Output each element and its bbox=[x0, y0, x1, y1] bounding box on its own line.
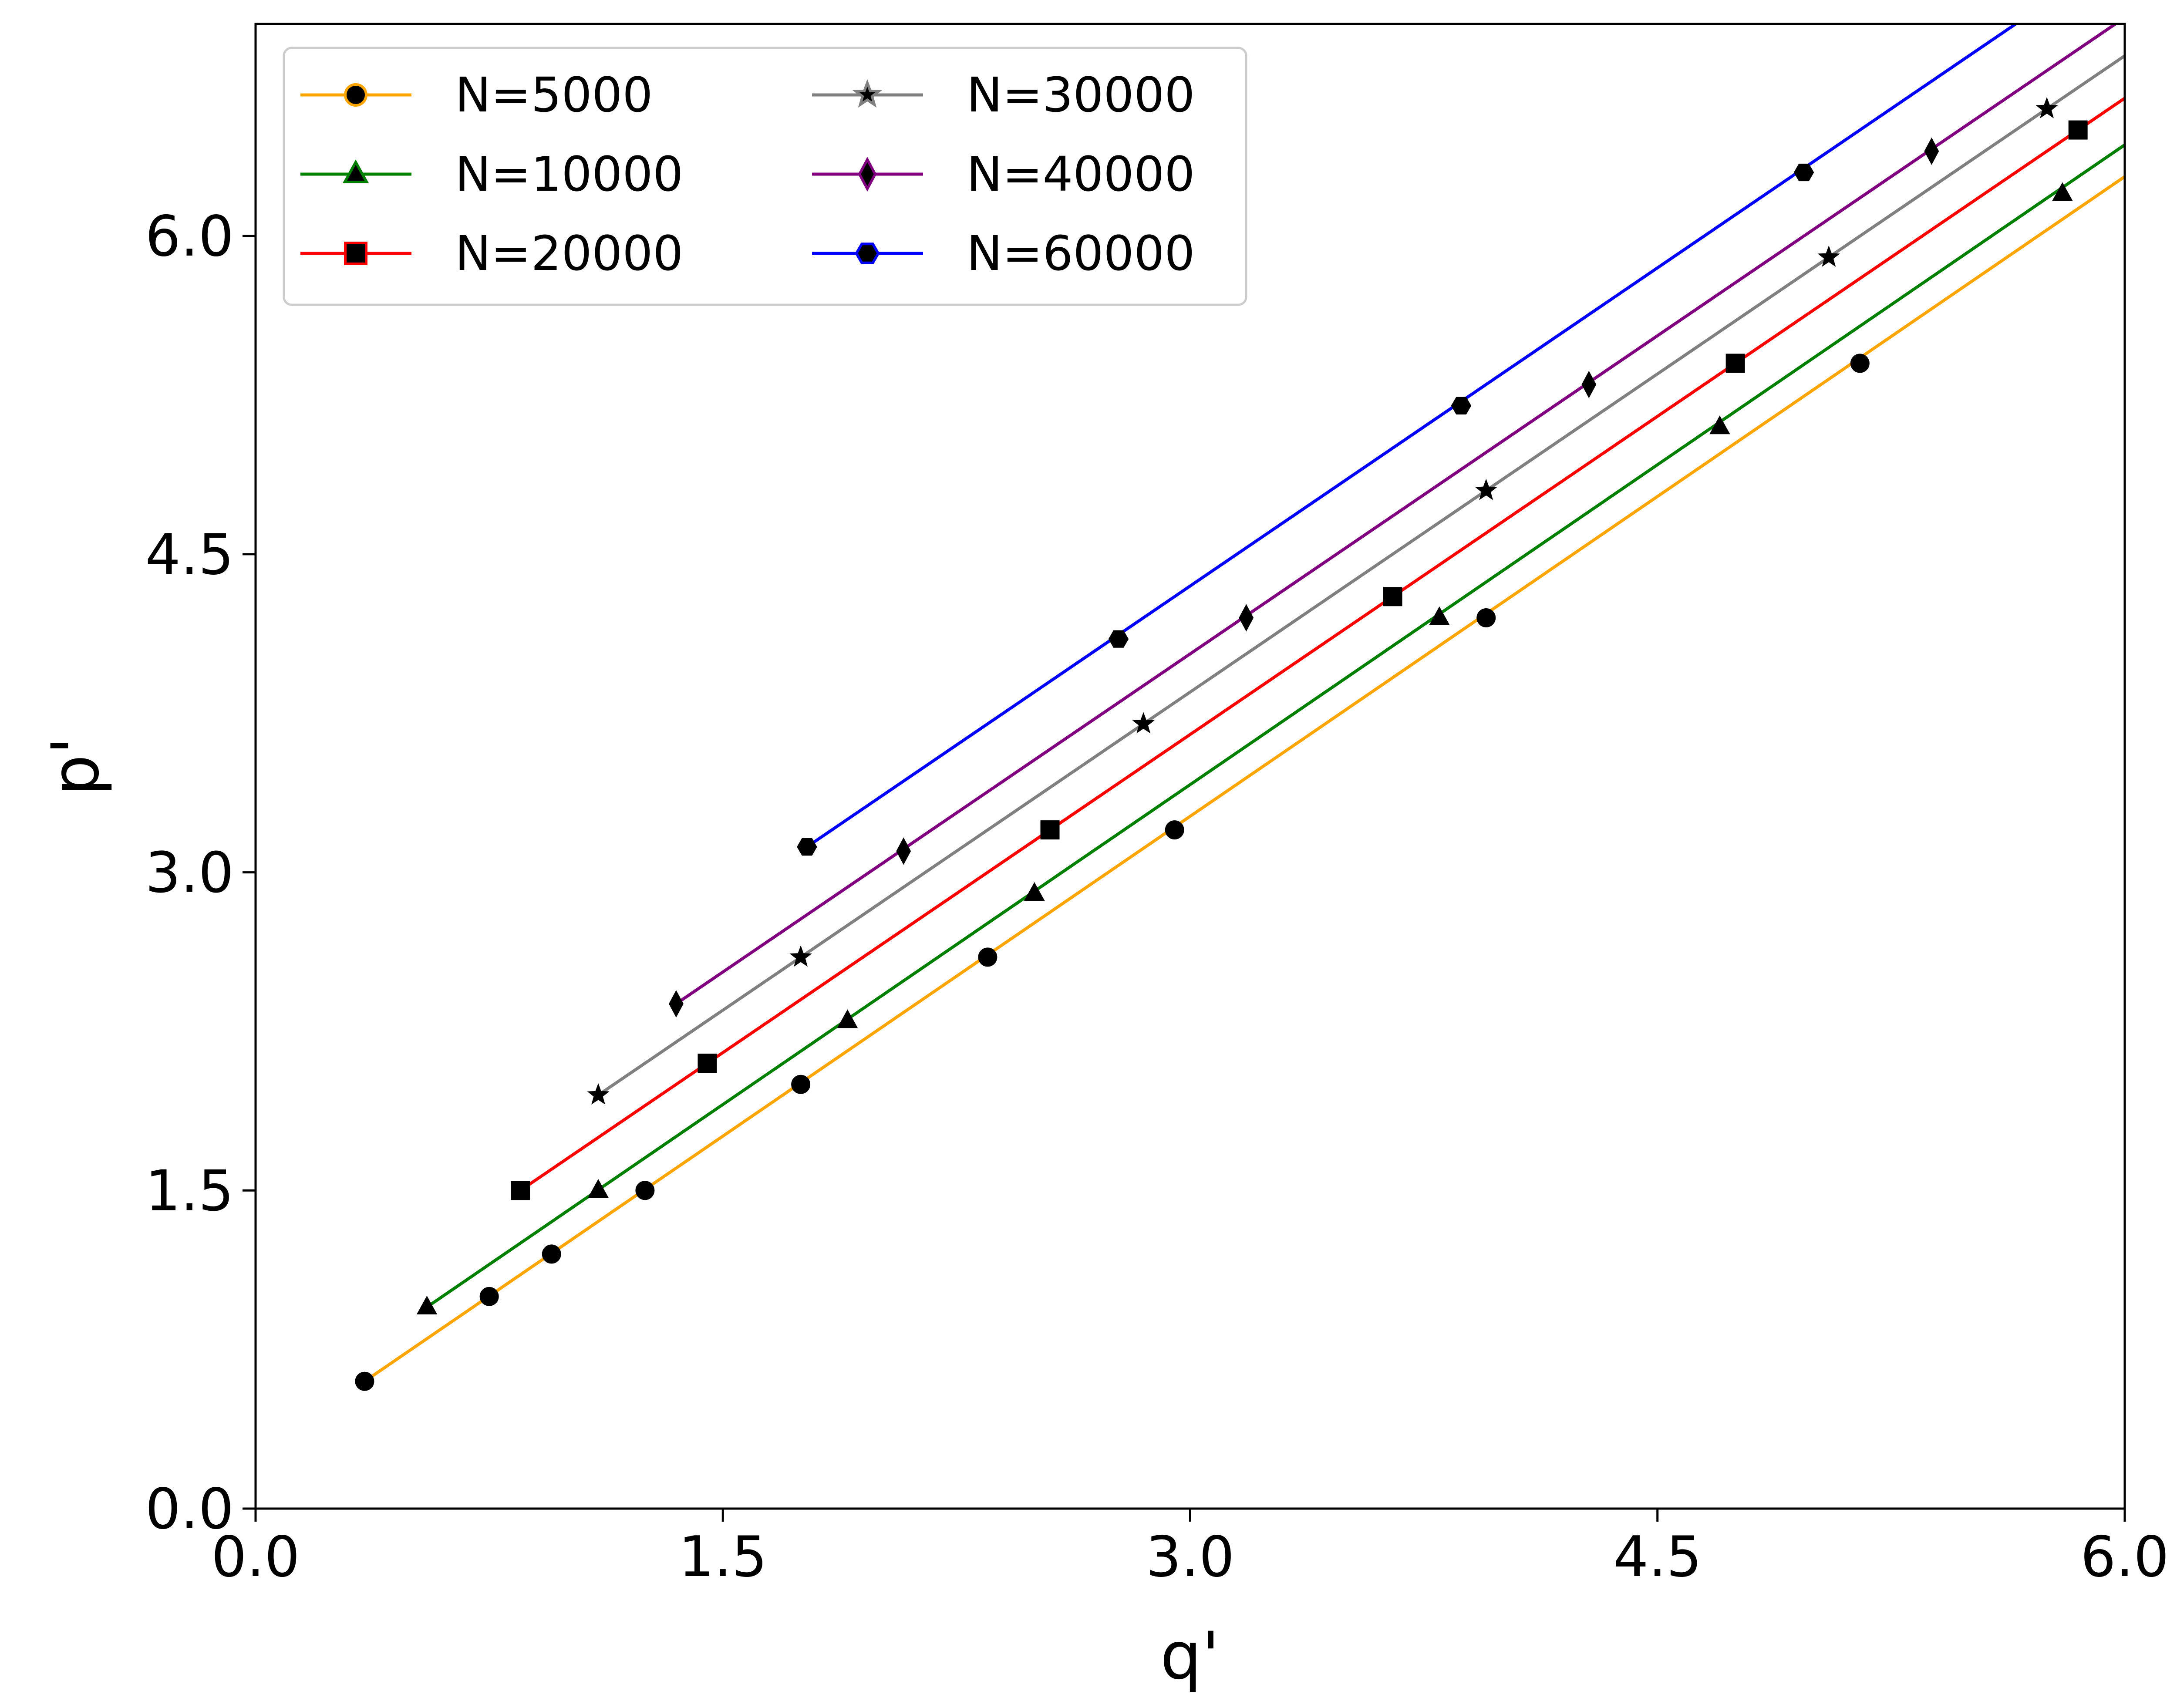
legend-box bbox=[283, 47, 1247, 306]
data-point bbox=[1709, 415, 1730, 435]
y-axis-ticks: 0.0 1.5 3.0 4.5 6.0 bbox=[145, 204, 256, 1542]
series-line bbox=[806, 24, 2019, 848]
x-axis-label: q' bbox=[1160, 1618, 1220, 1694]
data-point bbox=[2068, 120, 2088, 140]
data-point bbox=[587, 1083, 610, 1105]
data-point bbox=[1817, 245, 1840, 267]
data-point bbox=[1793, 163, 1814, 182]
data-point bbox=[1581, 371, 1597, 398]
data-point bbox=[355, 1371, 374, 1391]
series-n-10000 bbox=[416, 143, 2125, 1314]
legend: N=5000 N=10000 N=20000 N=30000 N=40000 N=6000… bbox=[283, 47, 1247, 306]
legend-marker bbox=[852, 79, 883, 108]
legend-label: N=10000 bbox=[455, 146, 683, 202]
data-point bbox=[1040, 820, 1060, 840]
series-n-40000 bbox=[669, 24, 2118, 1018]
legend-item: N=40000 bbox=[812, 146, 1195, 202]
data-point bbox=[511, 1181, 530, 1200]
data-point bbox=[1725, 354, 1745, 373]
y-axis-label: p' bbox=[38, 737, 114, 796]
data-point bbox=[2052, 182, 2073, 201]
data-point bbox=[698, 1054, 717, 1073]
x-tick-label: 3.0 bbox=[1146, 1525, 1235, 1590]
data-point bbox=[2035, 97, 2058, 118]
series-n-5000 bbox=[355, 175, 2125, 1391]
data-point bbox=[416, 1296, 438, 1314]
series-line bbox=[426, 143, 2125, 1309]
series-layer bbox=[355, 24, 2125, 1391]
legend-label: N=30000 bbox=[967, 67, 1195, 123]
data-point bbox=[1024, 882, 1045, 901]
legend-marker bbox=[855, 243, 880, 264]
y-tick-label: 6.0 bbox=[145, 204, 234, 269]
series-line bbox=[597, 54, 2125, 1096]
x-tick-label: 6.0 bbox=[2080, 1525, 2169, 1590]
data-point bbox=[1132, 712, 1155, 734]
data-point bbox=[1239, 604, 1254, 632]
y-tick-label: 1.5 bbox=[145, 1159, 234, 1223]
series-line bbox=[364, 175, 2125, 1383]
legend-item: N=30000 bbox=[812, 67, 1195, 123]
x-tick-label: 1.5 bbox=[678, 1525, 767, 1590]
x-axis-ticks: 0.0 1.5 3.0 4.5 6.0 bbox=[211, 1509, 2169, 1590]
legend-label: N=5000 bbox=[455, 67, 653, 123]
y-tick-label: 3.0 bbox=[145, 841, 234, 906]
legend-label: N=60000 bbox=[967, 226, 1195, 281]
series-n-60000 bbox=[797, 24, 2019, 856]
data-point bbox=[635, 1181, 655, 1200]
data-point bbox=[542, 1244, 561, 1264]
data-point bbox=[588, 1179, 609, 1198]
legend-marker bbox=[344, 83, 367, 107]
legend-item: N=5000 bbox=[300, 67, 653, 123]
y-tick-label: 4.5 bbox=[145, 522, 234, 587]
data-point bbox=[1383, 587, 1402, 606]
data-point bbox=[479, 1287, 499, 1306]
legend-item: N=10000 bbox=[300, 146, 683, 202]
data-point bbox=[1924, 137, 1939, 165]
data-point bbox=[1165, 820, 1184, 840]
data-point bbox=[789, 945, 812, 967]
y-tick-label: 0.0 bbox=[145, 1477, 234, 1542]
legend-label: N=40000 bbox=[967, 146, 1195, 202]
data-point bbox=[1476, 608, 1496, 627]
x-tick-label: 4.5 bbox=[1613, 1525, 1702, 1590]
series-line bbox=[675, 24, 2118, 1005]
series-n-30000 bbox=[587, 54, 2125, 1105]
data-point bbox=[978, 947, 998, 967]
legend-item: N=60000 bbox=[812, 226, 1195, 281]
legend-marker bbox=[344, 242, 367, 265]
data-point bbox=[1429, 606, 1450, 625]
data-point bbox=[669, 990, 684, 1018]
legend-label: N=20000 bbox=[455, 226, 683, 281]
data-point bbox=[791, 1075, 811, 1094]
data-point bbox=[896, 837, 911, 865]
data-point bbox=[1108, 630, 1129, 648]
data-point bbox=[797, 838, 817, 856]
x-tick-label: 0.0 bbox=[211, 1525, 300, 1590]
series-n-20000 bbox=[511, 97, 2125, 1200]
legend-marker bbox=[342, 159, 369, 183]
data-point bbox=[1451, 397, 1472, 414]
data-point bbox=[1475, 478, 1497, 500]
legend-item: N=20000 bbox=[300, 226, 683, 281]
series-line bbox=[519, 97, 2125, 1192]
data-point bbox=[837, 1009, 858, 1028]
legend-marker bbox=[858, 157, 877, 192]
data-point bbox=[1850, 354, 1870, 373]
